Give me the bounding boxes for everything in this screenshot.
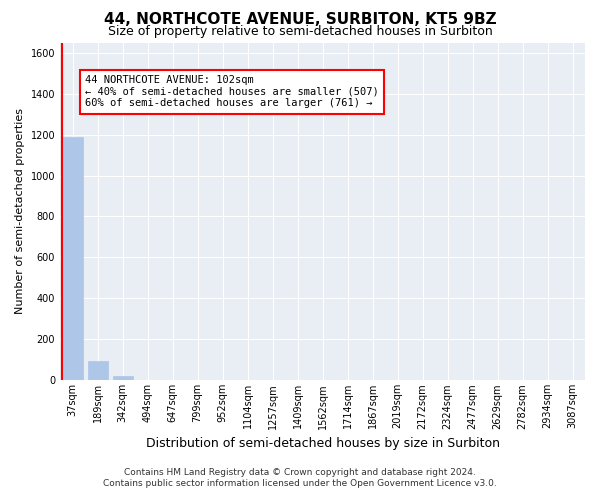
Text: Size of property relative to semi-detached houses in Surbiton: Size of property relative to semi-detach…: [107, 25, 493, 38]
Bar: [88, 361, 107, 380]
X-axis label: Distribution of semi-detached houses by size in Surbiton: Distribution of semi-detached houses by …: [146, 437, 500, 450]
Text: 44 NORTHCOTE AVENUE: 102sqm
← 40% of semi-detached houses are smaller (507)
60% : 44 NORTHCOTE AVENUE: 102sqm ← 40% of sem…: [85, 76, 379, 108]
Bar: [62, 136, 83, 380]
Bar: [113, 376, 133, 380]
Text: Contains HM Land Registry data © Crown copyright and database right 2024.
Contai: Contains HM Land Registry data © Crown c…: [103, 468, 497, 487]
Y-axis label: Number of semi-detached properties: Number of semi-detached properties: [15, 108, 25, 314]
Text: 44, NORTHCOTE AVENUE, SURBITON, KT5 9BZ: 44, NORTHCOTE AVENUE, SURBITON, KT5 9BZ: [104, 12, 496, 28]
